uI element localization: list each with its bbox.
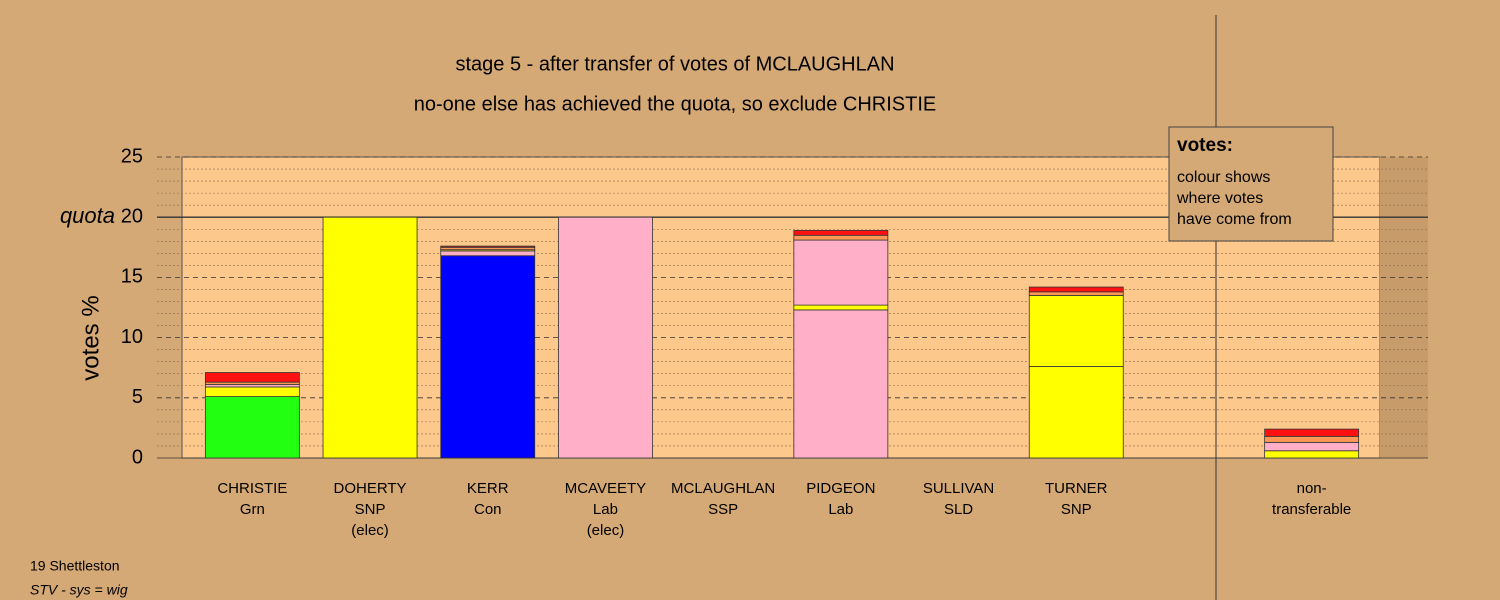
legend-box [1168,126,1334,242]
x-tick-label: Con [474,501,502,518]
bar-segment [322,216,418,459]
bar-segment [1264,435,1360,443]
bar-segment [793,230,889,236]
bar-segment [1028,291,1124,296]
legend-text: colour shows [1177,169,1270,186]
x-tick-label: (elec) [351,522,389,539]
y-tick-label: 5 [132,386,143,408]
bar-segment [1028,286,1124,293]
legend-text: where votes [1176,190,1263,207]
bar-segment [440,250,536,257]
bar-segment [793,309,889,459]
bar-segment [1028,366,1124,459]
bar-segment [558,216,653,459]
legend-title: votes: [1177,135,1233,156]
x-tick-label: CHRISTIE [217,480,287,497]
bar-segment [793,239,889,306]
bar-segment [793,234,889,241]
footer-line: STV - sys = wig [30,582,128,598]
x-tick-label: SNP [1061,501,1092,518]
chart-subtitle: no-one else has achieved the quota, so e… [414,93,937,115]
x-tick-label: DOHERTY [334,480,407,497]
bar-segment [440,245,536,248]
x-tick-label: Grn [240,501,265,518]
bar-segment [793,304,889,311]
x-tick-label: (elec) [587,522,625,539]
x-tick-label: SLD [944,501,973,518]
x-tick-label: TURNER [1045,480,1108,497]
bar-segment [1264,441,1360,452]
x-tick-label: PIDGEON [806,480,875,497]
x-tick-label: transferable [1272,501,1351,518]
bar-segment [1264,450,1360,459]
chart-title: stage 5 - after transfer of votes of MCL… [455,53,894,75]
x-tick-label: SSP [708,501,738,518]
bar-segment [1264,428,1360,437]
bar-segment [204,372,300,383]
bar-segment [204,386,300,397]
x-tick-label: Lab [828,501,853,518]
y-tick-label: 0 [132,446,143,468]
y-tick-label: 10 [121,326,143,348]
y-tick-label: 20 [121,205,143,227]
bar-segment [1028,295,1124,367]
footer-line: 19 Shettleston [30,558,120,574]
bar-segment [440,255,536,459]
x-tick-label: Lab [593,501,618,518]
x-tick-label: SNP [355,501,386,518]
x-tick-label: non- [1297,480,1327,497]
x-tick-label: MCLAUGHLAN [671,480,775,497]
quota-label: quota [60,203,115,228]
bar-segment [204,396,300,459]
y-tick-label: 25 [121,145,143,167]
x-tick-label: MCAVEETY [565,480,646,497]
legend-text: have come from [1177,211,1292,228]
x-tick-label: KERR [467,480,509,497]
y-axis-label: votes % [77,295,104,380]
y-tick-label: 15 [121,266,143,288]
x-tick-label: SULLIVAN [923,480,994,497]
plot-margin [1380,157,1428,458]
